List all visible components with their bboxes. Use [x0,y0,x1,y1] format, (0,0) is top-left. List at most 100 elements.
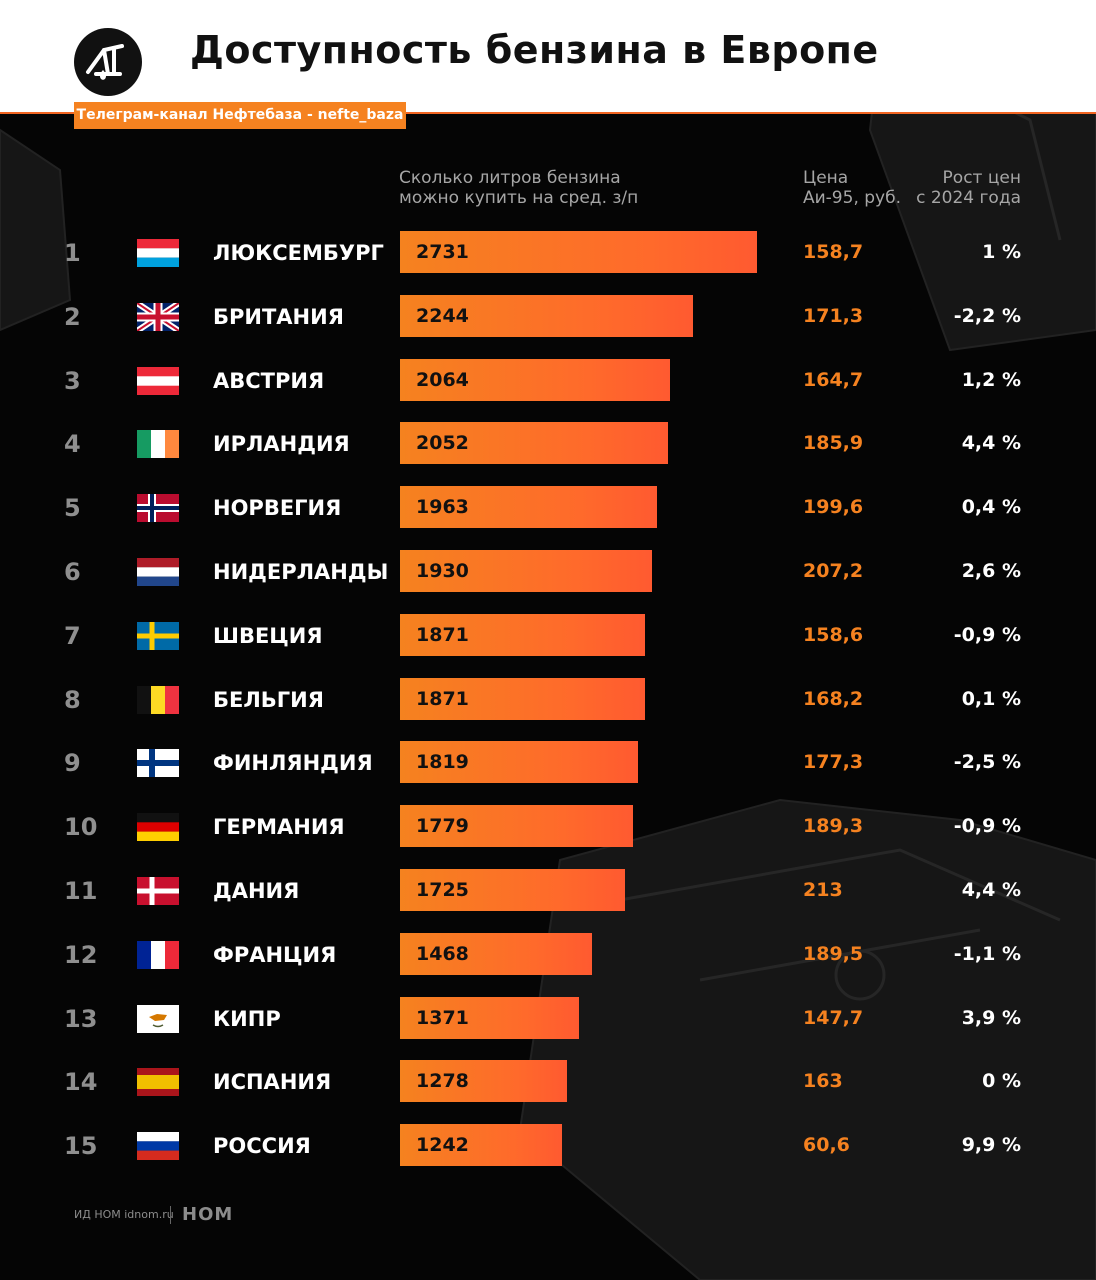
rank-number: 12 [64,940,98,969]
table-row: 9 ФИНЛЯНДИЯ 1819 177,3 -2,5 % [0,741,1096,785]
country-name: ФИНЛЯНДИЯ [213,751,373,776]
liters-bar [400,486,657,529]
flag-cyprus-icon [137,1004,179,1033]
rank-number: 5 [64,494,81,523]
country-name: ДАНИЯ [213,879,300,903]
flag-austria-icon [137,366,179,395]
growth-value: 1 % [982,241,1021,263]
price-value: 147,7 [803,1006,864,1029]
liters-value: 1725 [416,879,469,901]
country-name: ШВЕЦИЯ [213,623,323,648]
growth-value: 2,6 % [961,560,1021,582]
country-name: БЕЛЬГИЯ [213,687,324,712]
growth-value: 1,2 % [961,368,1021,391]
liters-bar [400,422,668,465]
flag-luxembourg-icon [137,239,179,267]
flag-finland-icon [137,749,179,778]
header-band [0,0,1096,112]
flag-belgium-icon [137,685,179,714]
liters-value: 1779 [416,815,469,838]
country-name: ГЕРМАНИЯ [213,815,345,840]
country-name: НИДЕРЛАНДЫ [213,560,389,584]
liters-value: 1242 [416,1134,469,1157]
table-row: 11 ДАНИЯ 1725 213 4,4 % [0,869,1096,913]
liters-value: 1278 [416,1070,469,1093]
liters-bar [400,932,592,975]
country-name: КИПР [213,1006,281,1031]
liters-bar [400,613,645,656]
liters-bar [400,677,645,720]
liters-value: 1871 [416,687,469,710]
table-row: 7 ШВЕЦИЯ 1871 158,6 -0,9 % [0,613,1096,658]
table-row: 8 БЕЛЬГИЯ 1871 168,2 0,1 % [0,677,1096,722]
price-value: 60,6 [803,1134,850,1157]
flag-uk-icon [137,302,179,331]
rank-number: 2 [64,302,81,331]
rank-number: 4 [64,430,81,459]
header-divider [0,112,1096,114]
rank-number: 6 [64,558,81,586]
table-row: 15 РОССИЯ 1242 60,6 9,9 % [0,1124,1096,1168]
price-value: 207,2 [803,560,864,582]
rank-number: 10 [64,813,98,842]
liters-bar [400,869,625,911]
rank-number: 15 [64,1132,98,1161]
country-name: ИСПАНИЯ [213,1070,332,1095]
growth-value: -1,1 % [953,942,1021,965]
footer-logo: НОМ [182,1204,234,1225]
liters-bar [400,294,693,337]
price-value: 199,6 [803,496,864,519]
growth-value: 0,1 % [961,687,1021,710]
price-value: 213 [803,879,843,901]
liters-bar [400,996,579,1039]
rank-number: 13 [64,1004,98,1033]
price-value: 185,9 [803,432,864,455]
price-value: 164,7 [803,368,864,391]
growth-value: -0,9 % [953,623,1021,646]
growth-value: 0,4 % [961,496,1021,519]
liters-bar [400,1124,562,1167]
flag-sweden-icon [137,621,179,650]
country-name: ЛЮКСЕМБУРГ [213,241,384,265]
table-row: 13 КИПР 1371 147,7 3,9 % [0,996,1096,1041]
rank-number: 9 [64,749,81,778]
price-value: 171,3 [803,304,864,327]
liters-bar [400,1060,567,1103]
liters-bar [400,805,633,848]
liters-value: 2731 [416,241,469,263]
rank-number: 8 [64,685,81,714]
table-row: 10 ГЕРМАНИЯ 1779 189,3 -0,9 % [0,805,1096,849]
table-row: 6 НИДЕРЛАНДЫ 1930 207,2 2,6 % [0,550,1096,594]
liters-value: 2244 [416,304,469,327]
country-name: ИРЛАНДИЯ [213,432,350,457]
country-name: ФРАНЦИЯ [213,942,337,967]
price-value: 168,2 [803,687,864,710]
column-header-growth: Рост цен с 2024 года [900,168,1021,208]
country-name: АВСТРИЯ [213,368,325,393]
growth-value: -2,5 % [953,751,1021,774]
page-title: Доступность бензина в Европе [190,28,879,72]
column-header-growth-text: Рост цен с 2024 года [916,168,1021,208]
column-header-price-text: Цена Аи-95, руб. [803,168,901,208]
liters-value: 1930 [416,560,469,582]
liters-value: 1371 [416,1006,469,1029]
flag-germany-icon [137,813,179,842]
growth-value: 4,4 % [961,432,1021,455]
flag-spain-icon [137,1068,179,1097]
price-value: 189,3 [803,815,864,838]
flag-ireland-icon [137,430,179,459]
country-name: РОССИЯ [213,1134,311,1159]
country-name: БРИТАНИЯ [213,304,344,329]
table-row: 12 ФРАНЦИЯ 1468 189,5 -1,1 % [0,932,1096,977]
growth-value: 0 % [982,1070,1021,1093]
oil-pump-icon [74,28,142,96]
liters-value: 1963 [416,496,469,519]
column-header-liters-text: Сколько литров бензина можно купить на с… [399,168,639,208]
rank-number: 14 [64,1068,98,1097]
liters-bar [400,550,652,592]
telegram-label: Телеграм-канал Нефтебаза - nefte_baza [74,102,406,129]
table-row: 2 БРИТАНИЯ 2244 171,3 -2,2 % [0,294,1096,339]
price-value: 158,7 [803,241,864,263]
liters-value: 2064 [416,368,469,391]
